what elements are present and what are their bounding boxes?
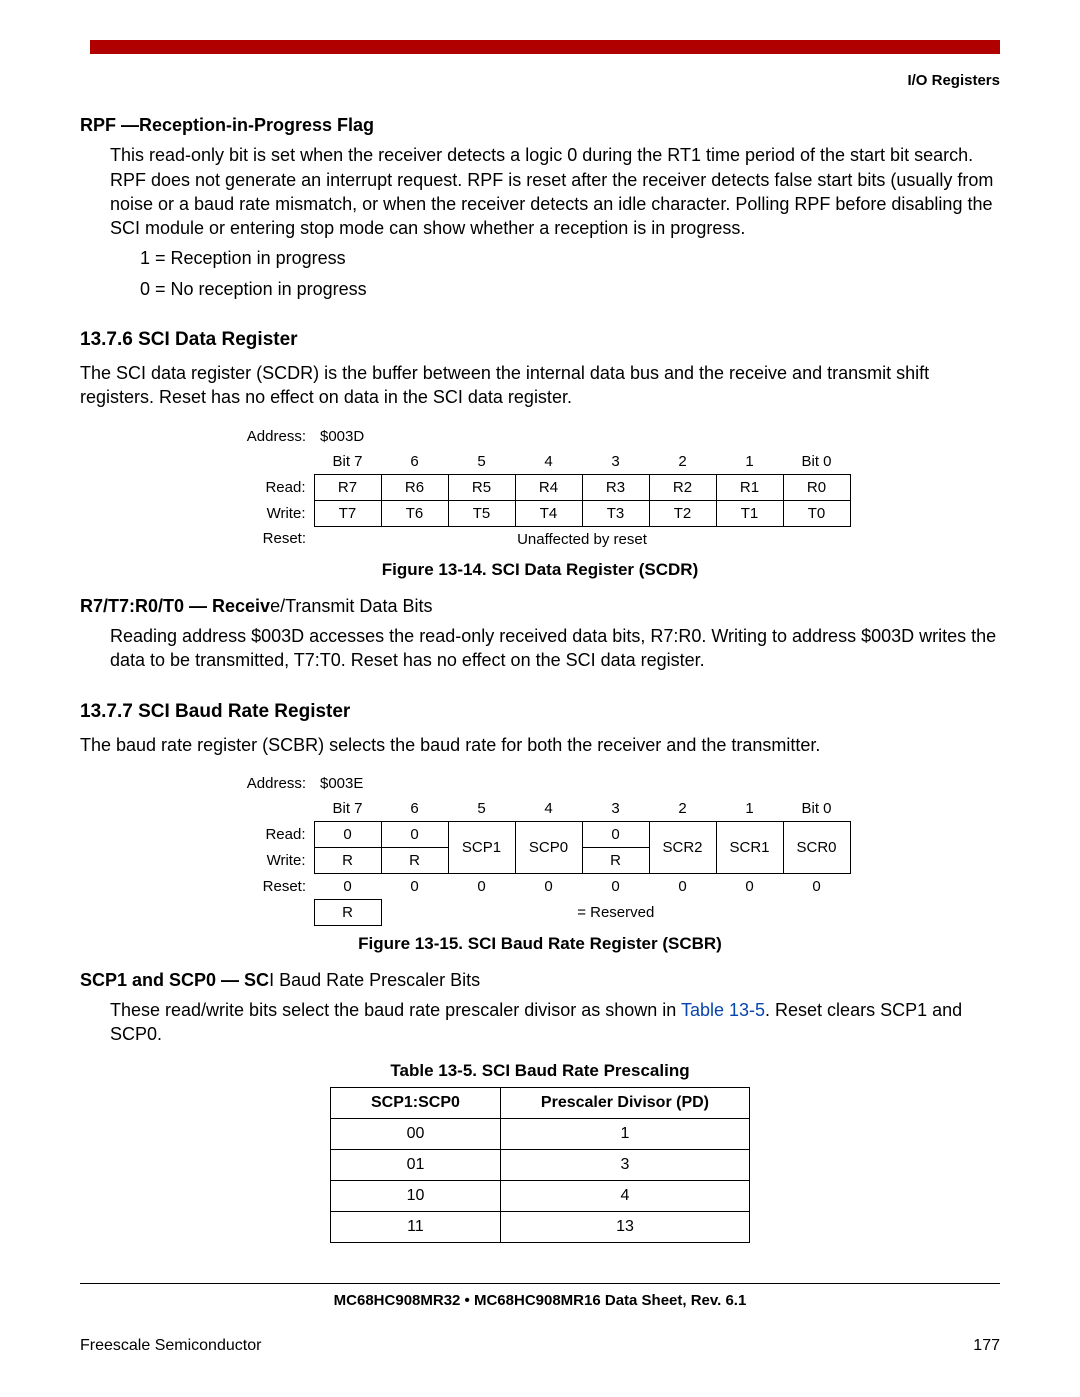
rpf-val1: 1 = Reception in progress xyxy=(140,246,1000,270)
rpf-val0: 0 = No reception in progress xyxy=(140,277,1000,301)
scdr-table: Address: $003D Bit 7 6 5 4 3 2 1 Bit 0 R… xyxy=(230,424,851,552)
fig-13-14: Figure 13-14. SCI Data Register (SCDR) xyxy=(80,560,1000,580)
table-13-5-caption: Table 13-5. SCI Baud Rate Prescaling xyxy=(80,1061,1000,1081)
s1-intro: The SCI data register (SCDR) is the buff… xyxy=(80,361,1000,410)
s1-bits-title: R7/T7:R0/T0 — Receive/Transmit Data Bits xyxy=(80,594,1000,618)
scbr-table: Address: $003E Bit 7 6 5 4 3 2 1 Bit 0 R… xyxy=(230,771,851,926)
scp-desc: These read/write bits select the baud ra… xyxy=(110,998,1000,1047)
scp-title: SCP1 and SCP0 — SCI Baud Rate Prescaler … xyxy=(80,968,1000,992)
s2-heading: 13.7.7 SCI Baud Rate Register xyxy=(80,701,1000,723)
footer-title: MC68HC908MR32 • MC68HC908MR16 Data Sheet… xyxy=(80,1284,1000,1317)
s2-intro: The baud rate register (SCBR) selects th… xyxy=(80,733,1000,757)
s1-heading: 13.7.6 SCI Data Register xyxy=(80,329,1000,351)
footer-left: Freescale Semiconductor xyxy=(80,1337,261,1355)
s1-bits-desc: Reading address $003D accesses the read-… xyxy=(110,624,1000,673)
fig-13-15: Figure 13-15. SCI Baud Rate Register (SC… xyxy=(80,934,1000,954)
table-13-5-link[interactable]: Table 13-5 xyxy=(681,1000,765,1020)
section-header: I/O Registers xyxy=(80,72,1000,89)
top-red-bar xyxy=(90,40,1000,54)
prescaling-table: SCP1:SCP0 Prescaler Divisor (PD) 001 013… xyxy=(330,1087,750,1243)
rpf-desc: This read-only bit is set when the recei… xyxy=(110,143,1000,240)
page-number: 177 xyxy=(973,1337,1000,1355)
rpf-title: RPF —Reception-in-Progress Flag xyxy=(80,113,1000,137)
